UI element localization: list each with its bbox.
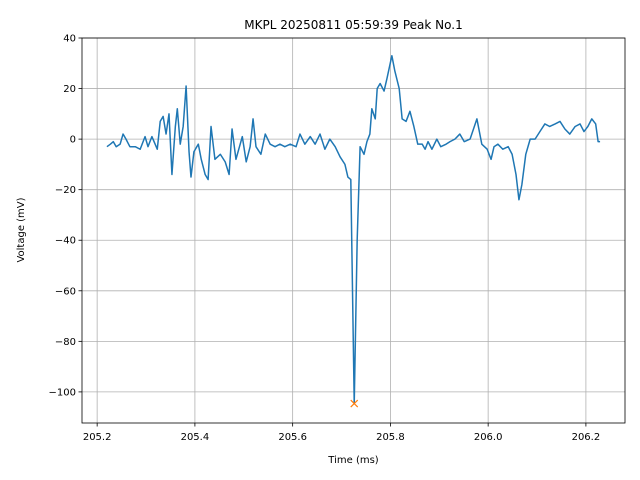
y-tick-label: 0	[70, 135, 76, 146]
y-tick-label: 20	[63, 84, 76, 95]
x-tick-label: 205.4	[181, 432, 210, 443]
x-tick-label: 205.6	[278, 432, 307, 443]
y-tick-label: −60	[55, 286, 76, 297]
x-tick-label: 205.8	[376, 432, 405, 443]
x-tick-label: 205.2	[83, 432, 112, 443]
chart-title: MKPL 20250811 05:59:39 Peak No.1	[244, 18, 462, 32]
y-tick-label: −100	[49, 387, 76, 398]
peak-marker	[350, 399, 359, 408]
y-tick-label: 40	[63, 34, 76, 45]
x-tick-label: 206.0	[474, 432, 503, 443]
x-axis-label: Time (ms)	[327, 455, 379, 466]
x-tick-label: 206.2	[572, 432, 601, 443]
y-tick-label: −40	[55, 236, 76, 247]
y-tick-label: −80	[55, 337, 76, 348]
y-tick-label: −20	[55, 185, 76, 196]
axes-frame	[81, 37, 626, 424]
y-axis-label: Voltage (mV)	[16, 197, 27, 262]
data-line	[106, 54, 601, 405]
